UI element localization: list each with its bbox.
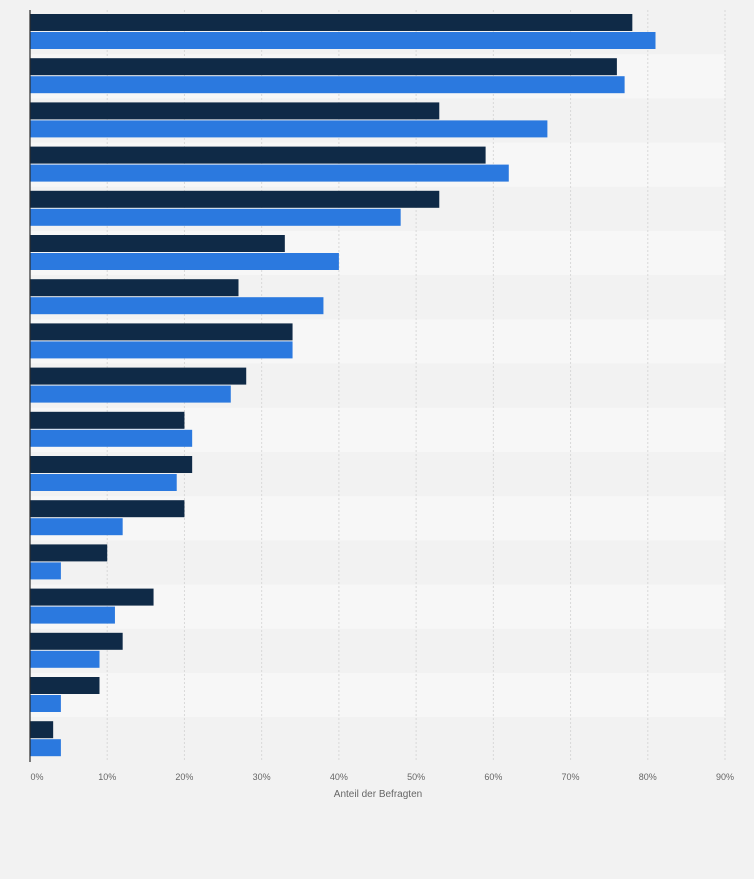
bar-series2-row-11[interactable] — [30, 518, 123, 536]
x-tick-label-2: 20% — [175, 772, 193, 782]
bar-series2-row-14[interactable] — [30, 650, 100, 668]
bar-series2-row-16[interactable] — [30, 739, 61, 757]
x-tick-label-3: 30% — [253, 772, 271, 782]
bar-series2-row-6[interactable] — [30, 297, 324, 315]
bar-series1-row-8[interactable] — [30, 367, 247, 385]
x-tick-label-1: 10% — [98, 772, 116, 782]
x-tick-labels: 0% 10% 20% 30% 40% 50% 60% 70% 80% 90% — [30, 772, 734, 782]
x-tick-label-0: 0% — [30, 772, 43, 782]
x-tick-label-8: 80% — [639, 772, 657, 782]
bar-series1-row-2[interactable] — [30, 102, 440, 120]
row-band-15 — [30, 673, 725, 718]
bar-series2-row-7[interactable] — [30, 341, 293, 359]
row-band-14 — [30, 628, 725, 673]
x-tick-label-6: 60% — [484, 772, 502, 782]
bar-series1-row-1[interactable] — [30, 58, 617, 76]
bar-series1-row-13[interactable] — [30, 588, 154, 606]
bar-series2-row-3[interactable] — [30, 164, 509, 182]
bar-series2-row-5[interactable] — [30, 253, 339, 270]
bar-series1-row-11[interactable] — [30, 500, 185, 518]
bar-series2-row-1[interactable] — [30, 76, 625, 94]
bar-series1-row-0[interactable] — [30, 14, 633, 31]
bar-series1-row-16[interactable] — [30, 721, 54, 739]
bar-series1-row-7[interactable] — [30, 323, 293, 341]
bar-series2-row-2[interactable] — [30, 120, 548, 138]
bar-series2-row-8[interactable] — [30, 385, 231, 403]
bar-series1-row-15[interactable] — [30, 677, 100, 694]
bar-series1-row-3[interactable] — [30, 146, 486, 164]
bar-series2-row-15[interactable] — [30, 695, 61, 712]
x-axis-title: Anteil der Befragten — [334, 789, 422, 800]
x-tick-label-4: 40% — [330, 772, 348, 782]
bar-series2-row-10[interactable] — [30, 474, 177, 491]
bar-series1-row-6[interactable] — [30, 279, 239, 297]
row-band-12 — [30, 540, 725, 585]
bar-series1-row-12[interactable] — [30, 544, 108, 562]
x-tick-label-5: 50% — [407, 772, 425, 782]
x-tick-label-7: 70% — [562, 772, 580, 782]
bar-series2-row-4[interactable] — [30, 208, 401, 226]
bar-series1-row-14[interactable] — [30, 632, 123, 650]
x-tick-label-9: 90% — [716, 772, 734, 782]
bar-series2-row-12[interactable] — [30, 562, 61, 580]
bar-series1-row-5[interactable] — [30, 235, 285, 252]
bar-series2-row-9[interactable] — [30, 429, 193, 447]
bar-series1-row-10[interactable] — [30, 456, 193, 473]
bars — [30, 14, 656, 757]
bar-series2-row-0[interactable] — [30, 32, 656, 49]
bar-series1-row-9[interactable] — [30, 411, 185, 429]
bar-series1-row-4[interactable] — [30, 190, 440, 208]
row-band-16 — [30, 717, 725, 762]
bar-series2-row-13[interactable] — [30, 606, 115, 624]
